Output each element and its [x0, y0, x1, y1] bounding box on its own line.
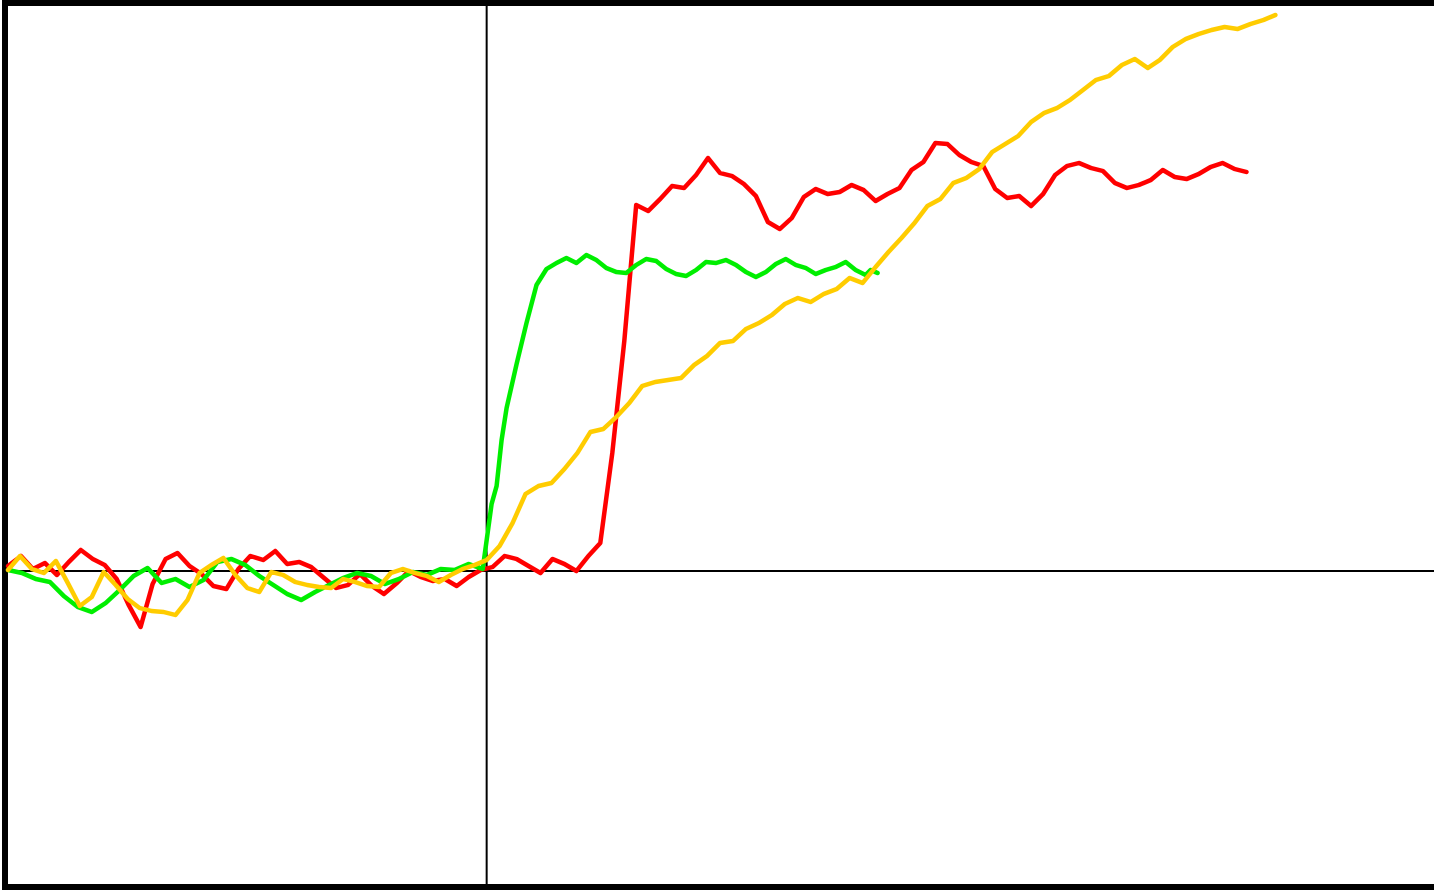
series-yellow-line: [5, 12, 1278, 618]
series-red-line: [5, 140, 1249, 630]
series-green-line: [5, 252, 880, 615]
